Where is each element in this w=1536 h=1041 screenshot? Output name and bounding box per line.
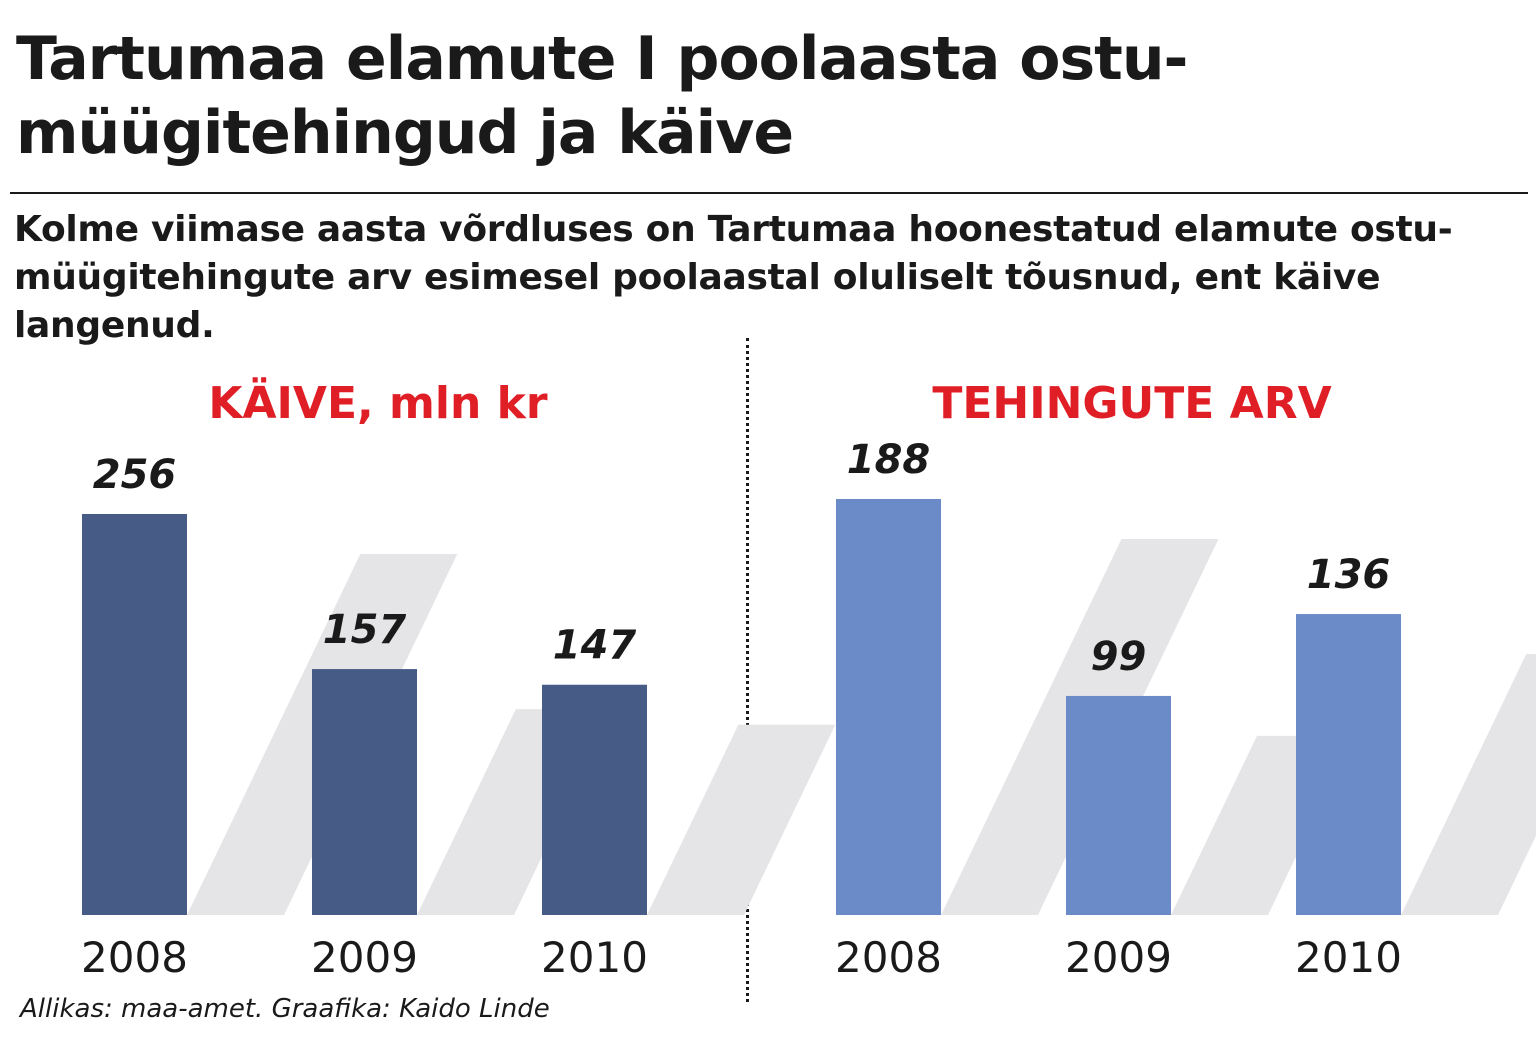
headline-rule (10, 192, 1528, 194)
bar-tehingute-arv-2009 (1066, 695, 1171, 915)
bar-shadow-kaive-2010 (647, 724, 836, 915)
bar-kaive-2009 (312, 669, 417, 915)
headline: Tartumaa elamute I poolaasta ostu-müügit… (16, 24, 1188, 168)
value-label-kaive-2010: 147 (553, 623, 637, 669)
category-label-tehingute-arv-2010: 2010 (1295, 933, 1402, 982)
bar-tehingute-arv-2008 (836, 499, 941, 915)
value-label-kaive-2008: 256 (93, 452, 177, 498)
category-label-kaive-2009: 2009 (311, 933, 418, 982)
category-label-tehingute-arv-2008: 2008 (835, 933, 942, 982)
chart-title-tehingute-arv: TEHINGUTE ARV (932, 378, 1332, 429)
category-label-tehingute-arv-2009: 2009 (1065, 933, 1172, 982)
bar-kaive-2008 (82, 514, 187, 915)
category-label-kaive-2010: 2010 (541, 933, 648, 982)
value-label-tehingute-arv-2009: 99 (1091, 634, 1147, 680)
bar-kaive-2010 (542, 684, 647, 915)
chart-divider (746, 338, 749, 1002)
category-label-kaive-2008: 2008 (81, 933, 188, 982)
value-label-tehingute-arv-2010: 136 (1307, 552, 1391, 598)
lead-text: Kolme viimase aasta võrdluses on Tartuma… (14, 209, 1453, 346)
bar-tehingute-arv-2010 (1296, 614, 1401, 915)
value-label-tehingute-arv-2008: 188 (847, 437, 931, 483)
source-credit: Allikas: maa-amet. Graafika: Kaido Linde (20, 994, 550, 1024)
value-label-kaive-2009: 157 (323, 607, 407, 653)
chart-title-kaive: KÄIVE, mln kr (208, 378, 548, 429)
bar-shadow-tehingute-arv-2010 (1401, 654, 1536, 915)
